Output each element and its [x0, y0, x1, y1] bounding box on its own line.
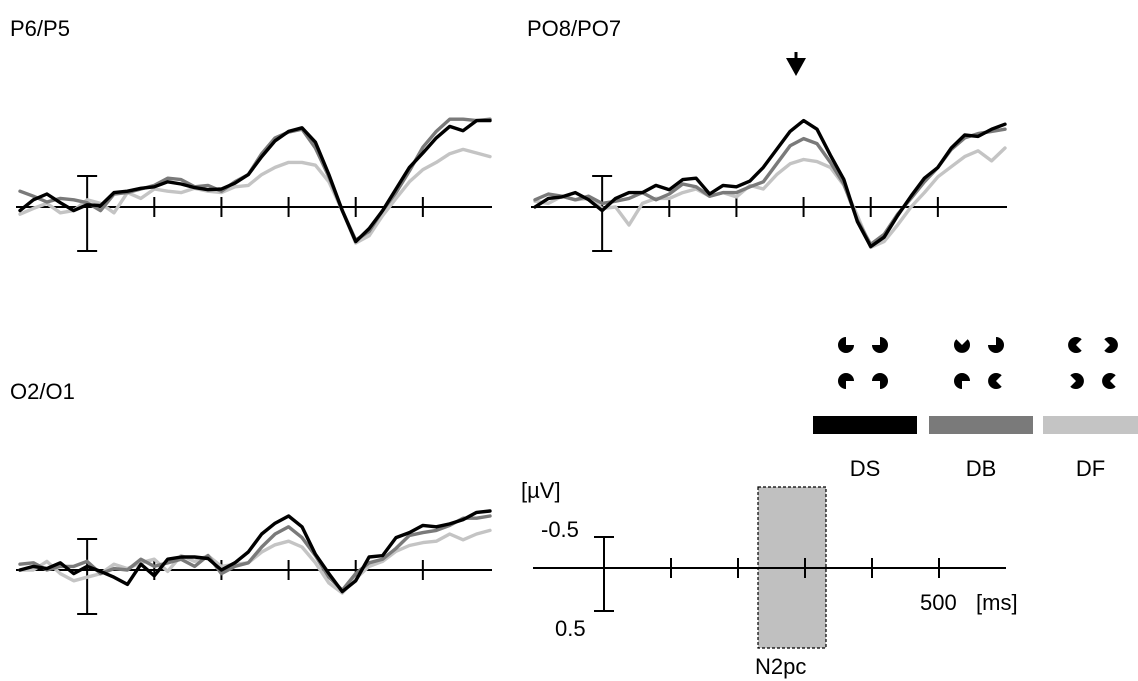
pacman-icon [988, 337, 1004, 353]
scale-neg-label: -0.5 [541, 517, 579, 542]
n2pc-label: N2pc [755, 654, 806, 679]
pacman-icon [1068, 336, 1082, 353]
legend-label-db: DB [966, 456, 997, 481]
legend-label-ds: DS [850, 456, 881, 481]
panel-title-po8po7: PO8/PO7 [527, 16, 621, 41]
pacman-inducers-square-icon [838, 337, 888, 389]
legend-swatch-db [929, 416, 1033, 434]
pacman-inducers-bent-icon [954, 337, 1004, 390]
wave-ds [18, 509, 492, 594]
pacman-icon [1070, 373, 1084, 389]
panel-po8po7 [531, 118, 1007, 252]
pacman-icon [1104, 337, 1118, 353]
time-unit-label: [ms] [976, 590, 1018, 615]
wave-df [18, 147, 492, 245]
pacman-inducers-outward-icon [1068, 336, 1118, 389]
panel-o2o1 [16, 509, 492, 615]
pacman-icon [1102, 372, 1116, 389]
pacman-icon [838, 373, 854, 389]
amplitude-unit-label: [µV] [521, 478, 561, 503]
legend-label-df: DF [1076, 456, 1105, 481]
wave-ds [18, 118, 492, 244]
wave-df [533, 146, 1007, 250]
pacman-icon [838, 337, 854, 353]
pacman-icon [954, 339, 970, 353]
scale-ticks [670, 558, 940, 578]
legend-swatch-df [1043, 416, 1138, 434]
panel-title-p6p5: P6/P5 [10, 16, 70, 41]
wave-ds [533, 118, 1007, 249]
legend: DS DB DF [813, 336, 1138, 481]
scale-panel: [µV] -0.5 0.5 500 [ms] N2pc [521, 478, 1018, 679]
pacman-icon [988, 373, 1002, 390]
arrow-down-icon [786, 52, 806, 76]
pacman-icon [872, 337, 888, 353]
legend-swatch-ds [813, 416, 917, 434]
wave-db [533, 127, 1007, 247]
scale-pos-label: 0.5 [555, 616, 586, 641]
pacman-icon [872, 373, 888, 389]
time-500-label: 500 [920, 590, 957, 615]
pacman-icon [954, 373, 970, 389]
panel-p6p5 [16, 117, 492, 252]
panel-title-o2o1: O2/O1 [10, 379, 75, 404]
